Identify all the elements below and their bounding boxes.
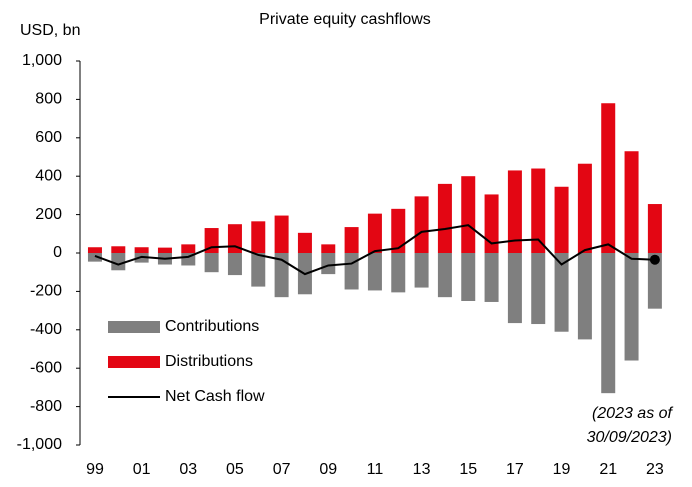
bar	[274, 215, 289, 253]
bar	[321, 244, 336, 253]
legend-swatch	[108, 356, 160, 368]
x-tick-label: 23	[646, 461, 664, 478]
bar	[111, 246, 126, 253]
bar	[507, 253, 522, 324]
bar	[227, 253, 242, 276]
annotation: 30/09/2023)	[587, 429, 672, 446]
x-tick-label: 05	[226, 461, 244, 478]
bar	[531, 168, 546, 253]
x-tick-label: 99	[86, 461, 104, 478]
bar	[554, 253, 569, 332]
x-tick-label: 07	[273, 461, 291, 478]
x-tick-label: 11	[367, 461, 384, 478]
bar	[251, 253, 266, 287]
y-tick-label: 200	[35, 206, 62, 223]
bar	[297, 232, 312, 253]
bar	[577, 163, 592, 253]
legend-swatch	[108, 321, 160, 333]
y-tick-label: 0	[53, 244, 62, 261]
y-tick-label: 400	[35, 167, 62, 184]
bar	[414, 253, 429, 288]
bar	[461, 253, 476, 301]
y-axis-label: USD, bn	[20, 22, 80, 39]
bar	[461, 176, 476, 253]
bar	[484, 194, 499, 253]
bar	[647, 253, 662, 309]
chart-title: Private equity cashflows	[259, 11, 431, 28]
y-tick-label: 800	[35, 91, 62, 108]
bar	[367, 253, 382, 291]
bar	[531, 253, 546, 325]
bar	[367, 213, 382, 253]
bar	[554, 186, 569, 253]
bar	[134, 247, 149, 253]
bar	[414, 196, 429, 253]
x-tick-label: 21	[599, 461, 617, 478]
y-tick-label: -200	[30, 283, 62, 300]
x-tick-label: 15	[459, 461, 477, 478]
line	[94, 224, 655, 276]
x-tick-label: 13	[413, 461, 431, 478]
bar	[274, 253, 289, 298]
bar	[601, 103, 616, 254]
bar	[251, 221, 266, 253]
bar	[577, 253, 592, 340]
x-tick-label: 09	[319, 461, 337, 478]
y-tick-label: -600	[30, 359, 62, 376]
legend-label: Contributions	[165, 318, 259, 335]
bar	[601, 253, 616, 394]
bar	[507, 170, 522, 253]
annotation: (2023 as of	[592, 405, 674, 422]
y-tick-label: 600	[35, 129, 62, 146]
legend-label: Distributions	[165, 353, 253, 370]
bar	[344, 253, 359, 290]
last-point-marker	[649, 254, 660, 265]
bar	[484, 253, 499, 302]
x-tick-label: 17	[506, 461, 524, 478]
y-tick-label: 1,000	[22, 52, 62, 69]
bar	[181, 244, 196, 253]
y-tick-label: -400	[30, 321, 62, 338]
bar	[624, 151, 639, 253]
y-tick-label: -800	[30, 398, 62, 415]
legend-label: Net Cash flow	[165, 388, 265, 405]
bar	[111, 253, 126, 271]
bar	[157, 247, 172, 253]
x-tick-label: 03	[179, 461, 197, 478]
bar	[391, 208, 406, 253]
bar	[204, 253, 219, 273]
y-tick-label: -1,000	[17, 436, 62, 453]
bar	[437, 183, 452, 253]
bar	[437, 253, 452, 298]
x-tick-label: 01	[133, 461, 151, 478]
bar	[87, 253, 102, 262]
bar	[391, 253, 406, 293]
bar	[321, 253, 336, 275]
bar	[344, 227, 359, 253]
bar	[87, 247, 102, 253]
bar	[624, 253, 639, 361]
x-tick-label: 19	[553, 461, 571, 478]
bar	[647, 204, 662, 253]
